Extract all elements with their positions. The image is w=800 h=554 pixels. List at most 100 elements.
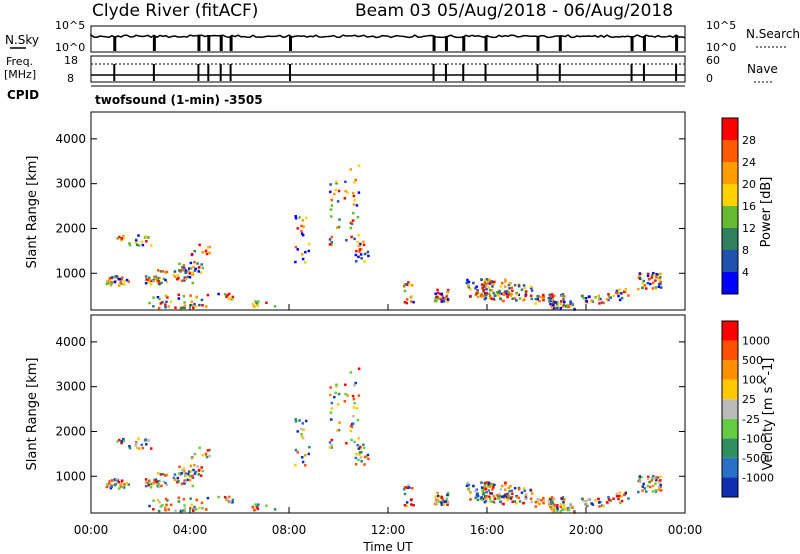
velocity-point (511, 492, 514, 496)
nsky-dropout (113, 36, 117, 51)
power-point (329, 183, 332, 186)
velocity-point (300, 435, 304, 438)
velocity-point (197, 468, 201, 472)
velocity-point (359, 456, 363, 459)
velocity-point (504, 483, 507, 486)
power-point (206, 293, 210, 297)
power-point (128, 243, 132, 247)
power-point (659, 276, 662, 279)
velocity-point (550, 508, 554, 511)
velocity-point (493, 483, 496, 487)
velocity-point (198, 506, 201, 510)
freq-dropout (152, 64, 155, 81)
power-point (476, 295, 480, 299)
velocity-point (199, 474, 203, 477)
power-point (435, 297, 438, 301)
velocity-point (643, 487, 647, 490)
velocity-point (642, 482, 645, 486)
power-point (367, 254, 370, 258)
velocity-point (540, 499, 543, 502)
velocity-point (658, 481, 661, 485)
velocity-point (433, 502, 437, 506)
power-point (344, 180, 347, 184)
velocity-point (617, 494, 621, 498)
velocity-point (509, 484, 512, 488)
velocity-point (108, 482, 111, 485)
velocity-point (524, 497, 527, 501)
velocity-point (125, 481, 129, 485)
velocity-point (560, 497, 564, 501)
velocity-point (612, 497, 615, 501)
velocity-point (330, 446, 333, 449)
velocity-point (403, 503, 407, 507)
velocity-point (109, 486, 113, 490)
power-point (442, 300, 446, 303)
power-point (227, 297, 231, 300)
power-point (251, 302, 254, 306)
velocity-point (330, 438, 334, 442)
velocity-point (188, 474, 192, 478)
power-point (489, 288, 492, 292)
velocity-point (231, 501, 234, 504)
freq-unit: [MHz] (4, 68, 36, 81)
velocity-point (534, 505, 538, 508)
velocity-point (180, 472, 183, 475)
power-point (499, 285, 503, 288)
power-point (642, 279, 645, 283)
velocity-point (524, 493, 528, 496)
velocity-point (328, 446, 332, 449)
velocity-point (344, 383, 347, 387)
power-point (193, 269, 197, 272)
velocity-point (529, 488, 532, 492)
velocity-point (354, 381, 357, 385)
velocity-point (304, 453, 307, 457)
velocity-point (498, 497, 501, 500)
power-point (638, 272, 642, 275)
velocity-point (120, 485, 124, 489)
power-point (504, 280, 507, 283)
power-point (444, 297, 447, 300)
velocity-point (115, 478, 118, 481)
power-point (350, 222, 354, 226)
power-point (165, 280, 169, 284)
power-point (226, 293, 230, 297)
power-point (256, 304, 260, 308)
velocity-point (530, 492, 534, 495)
power-point (482, 290, 485, 293)
power-point (330, 241, 333, 244)
velocity-point (193, 472, 197, 475)
power-point (350, 235, 353, 239)
power-point (336, 200, 340, 203)
velocity-point (144, 438, 147, 441)
velocity-point (480, 486, 484, 489)
velocity-point (349, 371, 353, 374)
date-range: 05/Aug/2018 - 06/Aug/2018 (437, 1, 673, 21)
velocity-point (152, 482, 155, 486)
velocity-point (465, 484, 469, 488)
colorbar-tick-label: -500 (742, 452, 767, 465)
colorbar-swatch (722, 457, 738, 478)
velocity-point (150, 482, 153, 486)
velocity-point (639, 480, 642, 484)
velocity-point (466, 481, 469, 485)
velocity-point (530, 500, 534, 504)
power-point (328, 190, 332, 194)
velocity-point (301, 460, 305, 464)
velocity-point (504, 481, 507, 484)
velocity-point (499, 500, 502, 504)
velocity-point (201, 506, 204, 510)
velocity-point (446, 493, 449, 497)
power-point (120, 237, 124, 240)
velocity-point (116, 440, 119, 443)
velocity-point (174, 509, 177, 512)
velocity-point (650, 476, 654, 480)
power-point (225, 295, 228, 299)
power-point (498, 294, 501, 297)
power-point (496, 294, 500, 297)
velocity-point (513, 500, 517, 503)
power-point (475, 285, 478, 288)
y-tick-label: 2000 (55, 221, 86, 235)
nsky-line (90, 33, 686, 39)
power-point (502, 299, 505, 303)
power-point (294, 217, 298, 220)
